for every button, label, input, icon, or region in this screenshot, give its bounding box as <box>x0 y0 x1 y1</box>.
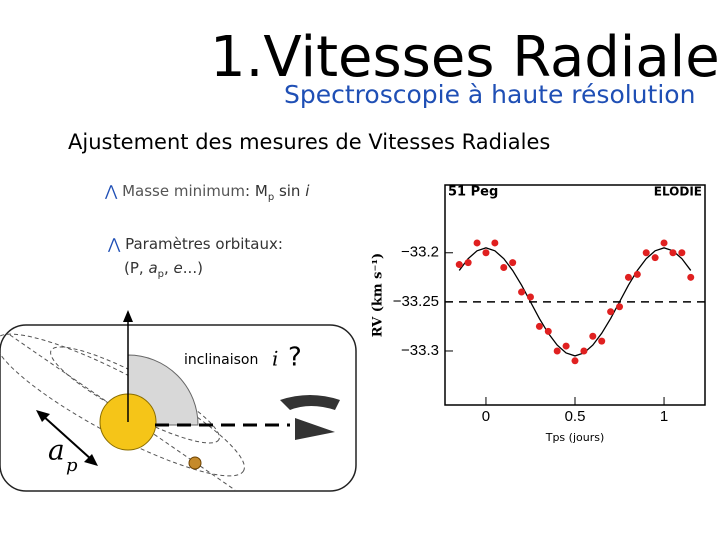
title: 1.Vitesses Radiales <box>210 25 720 90</box>
data-point <box>473 239 481 247</box>
data-point <box>491 239 499 247</box>
x-tick-label: 1 <box>660 408 668 425</box>
axis-label: a <box>48 434 65 467</box>
heading: Ajustement des mesures de Vitesses Radia… <box>68 130 551 154</box>
bullet-text: , <box>164 259 174 277</box>
y-tick-label: −33.3 <box>401 342 439 359</box>
data-point <box>580 347 588 355</box>
data-point <box>455 261 463 269</box>
data-point <box>571 357 579 365</box>
subtitle: Spectroscopie à haute résolution <box>284 80 696 109</box>
data-point <box>553 347 561 355</box>
data-point <box>464 259 472 267</box>
data-point <box>616 303 624 311</box>
subscript: p <box>157 269 164 280</box>
data-point <box>687 273 695 281</box>
ap-arrow <box>41 414 93 461</box>
data-point <box>509 259 517 267</box>
data-point <box>633 270 641 278</box>
data-point <box>526 293 534 301</box>
bullet-text: : M <box>245 182 268 200</box>
bullet: ⋀ Masse minimum: Mp sin i <box>105 182 309 203</box>
subscript: p <box>267 192 275 203</box>
inclination-symbol: i <box>272 347 278 371</box>
bullet-text: sin <box>274 182 306 200</box>
data-point <box>482 249 490 257</box>
data-point <box>544 327 552 335</box>
chart-title: 51 Peg <box>448 185 498 200</box>
bullet: ⋀ Paramètres orbitaux: (P, ap, e...) <box>108 232 283 287</box>
plot-frame <box>444 184 706 406</box>
eye <box>280 395 340 440</box>
italic: i <box>305 182 310 200</box>
data-point <box>678 249 686 257</box>
bullet-marker: ⋀ <box>105 182 118 200</box>
arrow-head <box>36 410 50 422</box>
data-point <box>589 332 597 340</box>
x-tick-label: 0 <box>482 408 490 425</box>
x-axis-label: Tps (jours) <box>545 431 605 444</box>
data-point <box>598 337 606 345</box>
data-point <box>651 254 659 262</box>
y-tick-label: −33.25 <box>393 293 439 310</box>
data-point <box>500 264 508 271</box>
bullet-lead: Masse minimum <box>122 182 246 200</box>
y-axis-label: RV (km s⁻¹) <box>371 253 386 337</box>
arrow-head <box>84 454 98 466</box>
data-point <box>660 239 668 247</box>
italic: a <box>148 259 158 277</box>
data-point <box>624 273 632 281</box>
data-point <box>562 342 570 350</box>
planet <box>188 456 202 470</box>
model-curve <box>458 247 692 357</box>
data-point <box>518 288 526 296</box>
x-tick-label: 0.5 <box>565 408 586 425</box>
bullet-marker: ⋀ <box>108 235 121 253</box>
instrument-label: ELODIE <box>654 185 702 199</box>
axis-subscript: p <box>66 455 78 476</box>
data-point <box>642 249 650 257</box>
bullet-lead: Paramètres orbitaux: <box>125 235 283 253</box>
italic: e <box>173 259 183 277</box>
data-point <box>607 308 615 316</box>
y-tick-label: −33.2 <box>401 244 439 261</box>
data-point <box>535 322 543 330</box>
bullet-text: ...) <box>182 259 203 277</box>
arrow-head <box>123 310 133 322</box>
inclination-label: inclinaison <box>184 352 258 368</box>
bullet-text: (P, <box>124 259 149 277</box>
diagram-frame <box>0 324 357 492</box>
data-point <box>669 249 677 257</box>
question-mark: ? <box>288 343 302 373</box>
